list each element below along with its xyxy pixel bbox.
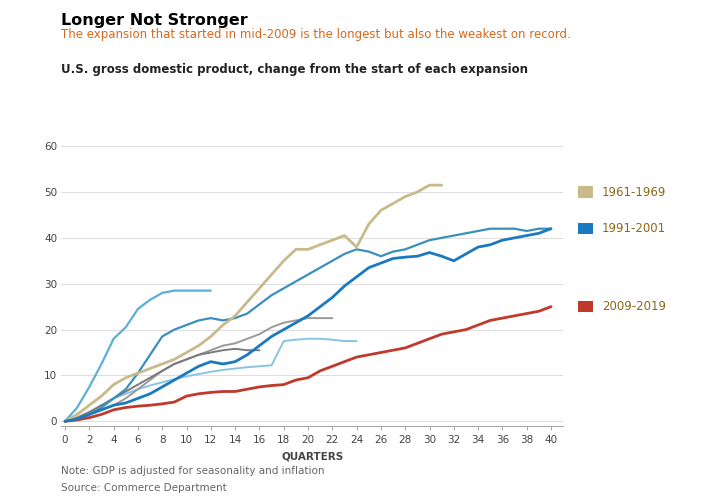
- Text: The expansion that started in mid-2009 is the longest but also the weakest on re: The expansion that started in mid-2009 i…: [61, 28, 571, 41]
- X-axis label: QUARTERS: QUARTERS: [281, 452, 344, 462]
- Text: 1961-1969: 1961-1969: [602, 185, 666, 199]
- Text: Longer Not Stronger: Longer Not Stronger: [61, 13, 248, 28]
- Text: Note: GDP is adjusted for seasonality and inflation: Note: GDP is adjusted for seasonality an…: [61, 466, 325, 476]
- Text: Source: Commerce Department: Source: Commerce Department: [61, 483, 227, 493]
- Text: 2009-2019: 2009-2019: [602, 300, 666, 313]
- Text: 1991-2001: 1991-2001: [602, 222, 666, 235]
- Text: U.S. gross domestic product, change from the start of each expansion: U.S. gross domestic product, change from…: [61, 63, 529, 76]
